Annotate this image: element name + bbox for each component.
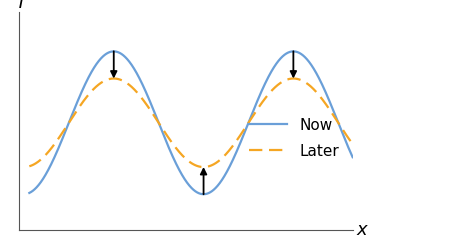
Later bbox=[111, 77, 116, 80]
Later bbox=[183, 158, 189, 161]
Now bbox=[183, 181, 189, 184]
Now bbox=[340, 135, 345, 137]
Line: Now: Now bbox=[29, 51, 352, 194]
Later bbox=[43, 153, 49, 156]
Now bbox=[43, 173, 49, 176]
Later bbox=[340, 129, 345, 132]
Text: T: T bbox=[15, 0, 26, 12]
Now bbox=[175, 166, 181, 169]
Now bbox=[349, 156, 355, 159]
Later bbox=[200, 166, 206, 168]
Now bbox=[200, 193, 206, 196]
Later bbox=[340, 129, 345, 132]
Text: x: x bbox=[356, 221, 366, 239]
Later bbox=[349, 143, 355, 146]
Later bbox=[175, 149, 181, 152]
Now bbox=[281, 53, 287, 56]
Later bbox=[281, 79, 287, 82]
Later bbox=[26, 165, 32, 168]
Now bbox=[340, 134, 345, 137]
Now bbox=[26, 191, 32, 194]
Legend: Now, Later: Now, Later bbox=[242, 112, 344, 165]
Line: Later: Later bbox=[29, 78, 352, 167]
Now bbox=[111, 50, 116, 53]
